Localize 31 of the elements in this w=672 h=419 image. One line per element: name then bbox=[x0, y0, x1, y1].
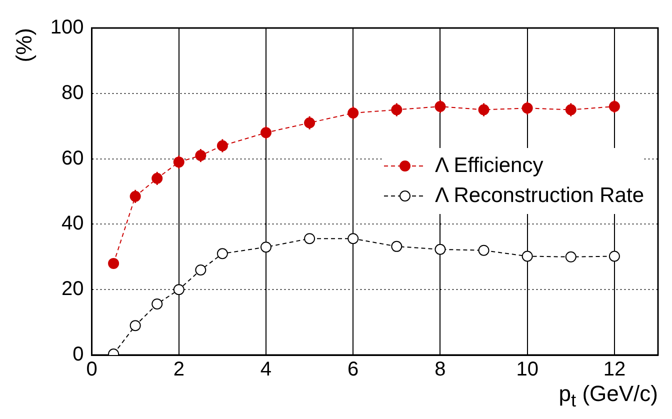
y-tick-label: 0 bbox=[72, 344, 84, 366]
point bbox=[565, 251, 576, 262]
x-axis-title: p$_{t}$ (GeV/c) bbox=[558, 380, 658, 411]
legend-label: Λ Reconstruction Rate bbox=[435, 184, 644, 208]
x-tick-label: 6 bbox=[348, 358, 359, 381]
y-axis-title: (%) bbox=[11, 28, 36, 62]
point bbox=[304, 233, 316, 244]
point bbox=[152, 298, 163, 310]
point bbox=[108, 258, 120, 269]
point bbox=[195, 264, 206, 276]
point bbox=[130, 320, 141, 332]
legend-label: Λ Efficiency bbox=[435, 154, 544, 178]
point bbox=[173, 284, 184, 296]
x-tick-label: 12 bbox=[603, 358, 626, 381]
point bbox=[216, 248, 228, 260]
y-tick-label: 100 bbox=[50, 16, 84, 39]
x-tick-label: 10 bbox=[516, 358, 538, 381]
y-tick-label: 40 bbox=[62, 212, 84, 235]
point bbox=[522, 250, 533, 262]
point bbox=[608, 250, 620, 262]
point bbox=[478, 244, 490, 256]
x-tick-label: 8 bbox=[434, 358, 446, 381]
point bbox=[348, 233, 359, 244]
point bbox=[434, 244, 446, 255]
point bbox=[260, 242, 272, 253]
x-tick-label: 2 bbox=[173, 358, 184, 381]
x-tick-label: 4 bbox=[260, 358, 272, 381]
y-tick-label: 60 bbox=[62, 147, 84, 170]
y-tick-label: 20 bbox=[62, 278, 84, 300]
y-tick-label: 80 bbox=[62, 82, 84, 104]
point bbox=[391, 240, 402, 252]
